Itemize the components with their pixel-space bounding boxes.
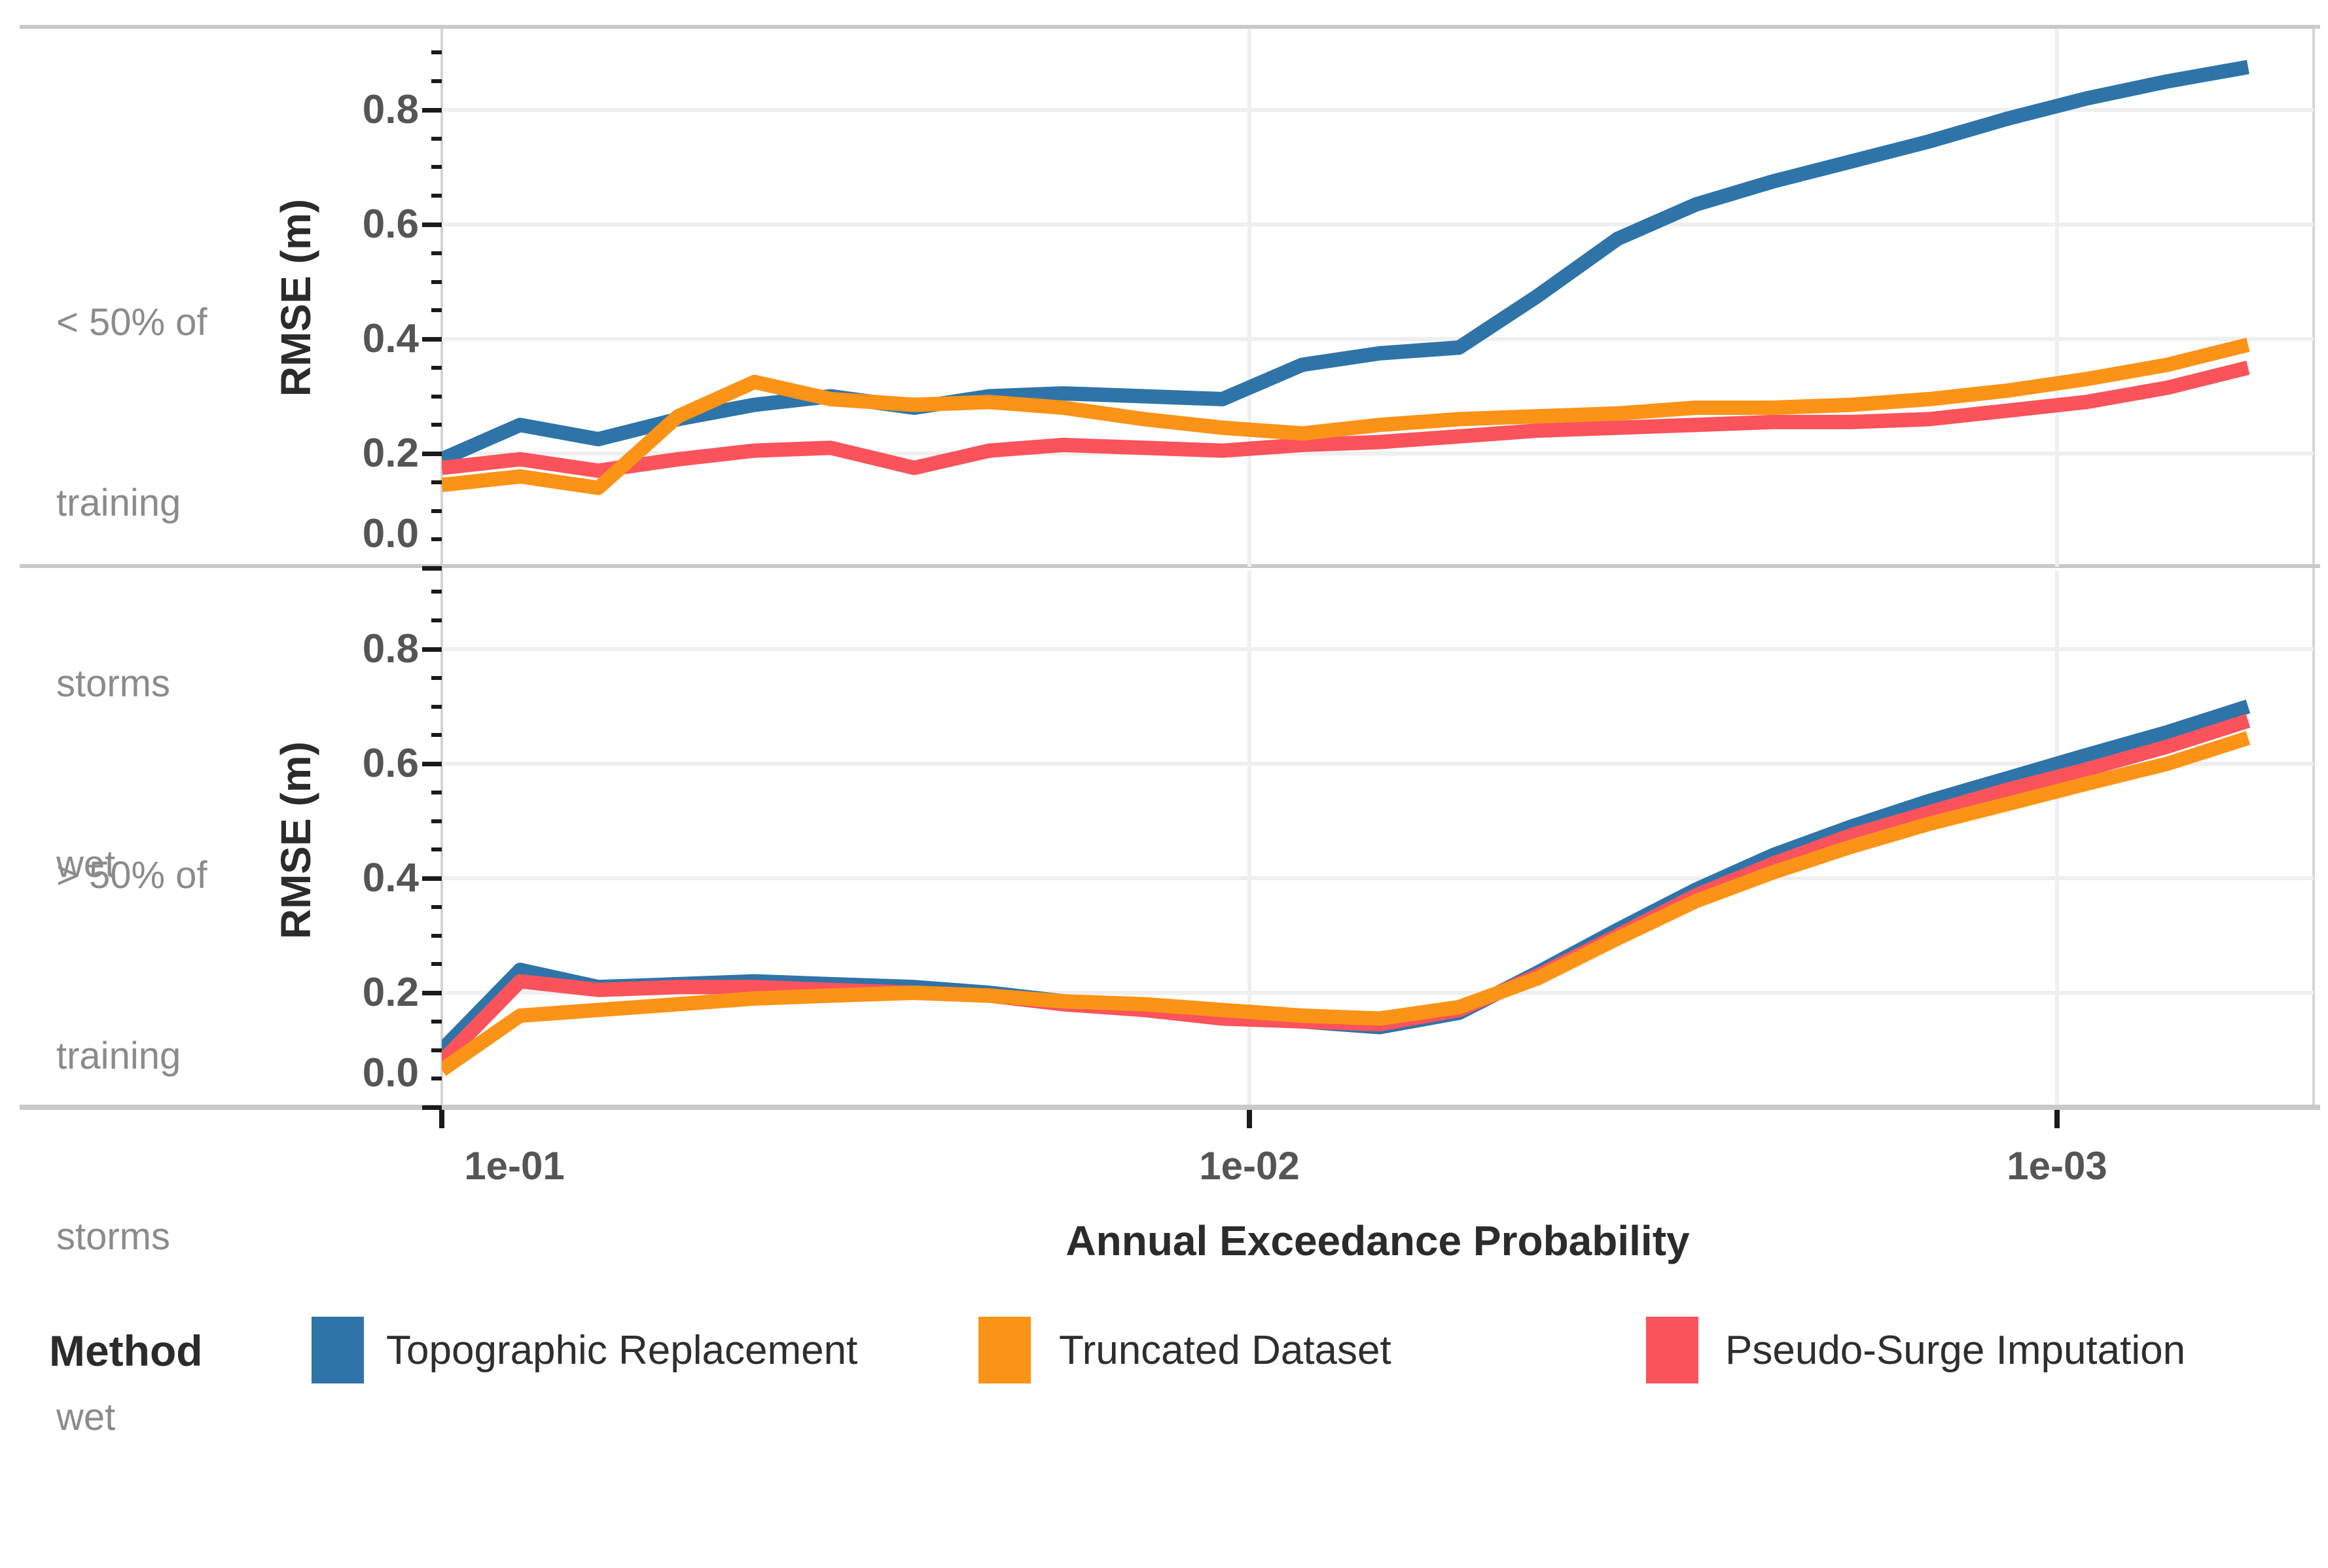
legend-swatch-truncated-dataset [978, 1317, 1031, 1383]
y-major-tick [422, 876, 442, 881]
facet-panel-bottom [442, 571, 2314, 1105]
facet-label-top: < 50% of training storms wet [56, 172, 207, 1015]
y-minor-tick [431, 509, 442, 513]
y-minor-tick [431, 251, 442, 255]
y-major-tick [422, 991, 442, 995]
panel-left-border-facet1 [440, 29, 443, 564]
y-minor-tick [431, 480, 442, 484]
series-line-pseudo-surge-imputation [442, 361, 2250, 478]
y-axis-title-facet2: RMSE (m) [272, 741, 319, 940]
facet-label-line: training [56, 482, 181, 524]
y-major-tick [422, 566, 442, 571]
x-axis-line [20, 1105, 2320, 1110]
y-minor-tick [431, 705, 442, 709]
series-line-truncated-dataset [442, 731, 2251, 1077]
facet-label-line: wet [56, 843, 116, 885]
y-minor-tick [431, 165, 442, 169]
x-major-tick [2054, 1110, 2060, 1128]
series-line-truncated-dataset [442, 338, 2250, 495]
y-minor-tick [431, 137, 442, 141]
y-major-tick [422, 1105, 442, 1110]
y-major-tick [422, 452, 442, 456]
series-line-topographic-replacement [442, 60, 2249, 466]
facet-label-line: training [56, 1035, 181, 1077]
y-major-tick [422, 108, 442, 113]
x-axis-title: Annual Exceedance Probability [1066, 1217, 1690, 1264]
y-minor-tick [431, 79, 442, 83]
x-major-tick [439, 1110, 444, 1128]
y-minor-tick [431, 819, 442, 823]
y-minor-tick [431, 395, 442, 399]
y-minor-tick [431, 50, 442, 54]
facet-label-line: < 50% of [56, 301, 207, 344]
y-minor-tick [431, 618, 442, 622]
legend-swatch-topographic-replacement [312, 1317, 364, 1383]
y-minor-tick [431, 1077, 442, 1080]
y-tick-label: 0.8 [362, 626, 419, 671]
panel-left-border-facet2 [440, 568, 443, 1105]
y-tick-label: 0.2 [362, 970, 419, 1015]
y-minor-tick [431, 423, 442, 427]
y-minor-tick [431, 537, 442, 541]
y-tick-label: 0.6 [362, 741, 419, 786]
chart-top-border [20, 25, 2320, 29]
y-minor-tick [431, 676, 442, 680]
y-tick-label: 0.4 [362, 855, 419, 900]
faceted-line-chart: < 50% of training storms wet > 50% of tr… [20, 25, 2320, 1438]
legend-label-topographic-replacement: Topographic Replacement [386, 1328, 858, 1373]
y-tick-label: 0.8 [362, 87, 419, 132]
y-minor-tick [431, 366, 442, 370]
facet-label-line: storms [56, 662, 170, 705]
facet-panel-top [442, 29, 2314, 567]
y-major-tick [422, 223, 442, 227]
legend-label-truncated-dataset: Truncated Dataset [1059, 1328, 1391, 1373]
x-tick-label-1e-03: 1e-03 [2007, 1144, 2107, 1188]
y-minor-tick [431, 1020, 442, 1024]
panel-right-border-facet1 [2312, 29, 2315, 564]
y-major-tick [422, 647, 442, 652]
x-tick-label-1e-01: 1e-01 [464, 1144, 565, 1188]
y-minor-tick [431, 791, 442, 794]
y-minor-tick [431, 905, 442, 909]
legend-swatch-pseudo-surge-imputation [1646, 1317, 1698, 1383]
y-tick-label: 0.0 [362, 511, 419, 556]
facet-label-line: storms [56, 1215, 170, 1258]
y-tick-label: 0.6 [362, 202, 419, 247]
y-minor-tick [431, 934, 442, 938]
y-minor-tick [431, 280, 442, 284]
x-major-tick [1247, 1110, 1252, 1128]
facet-label-line: wet [56, 1396, 116, 1438]
y-minor-tick [431, 590, 442, 594]
x-tick-label-1e-02: 1e-02 [1199, 1144, 1300, 1188]
y-minor-tick [431, 194, 442, 198]
y-axis-title-facet1: RMSE (m) [272, 198, 319, 397]
y-minor-tick [431, 308, 442, 312]
panel-right-border-facet2 [2312, 568, 2315, 1105]
y-minor-tick [431, 1048, 442, 1052]
facet-label-line: > 50% of [56, 854, 207, 897]
y-tick-label: 0.2 [362, 431, 419, 476]
facet-label-bottom: > 50% of training storms wet [56, 725, 207, 1568]
y-minor-tick [431, 962, 442, 966]
y-tick-label: 0.0 [362, 1050, 419, 1096]
legend-label-pseudo-surge-imputation: Pseudo-Surge Imputation [1725, 1328, 2186, 1373]
y-minor-tick [431, 733, 442, 737]
y-tick-label: 0.4 [362, 316, 419, 361]
facet-divider [20, 564, 2320, 568]
y-major-tick [422, 337, 442, 342]
y-minor-tick [431, 847, 442, 851]
y-major-tick [422, 762, 442, 766]
legend-title: Method [49, 1327, 203, 1375]
